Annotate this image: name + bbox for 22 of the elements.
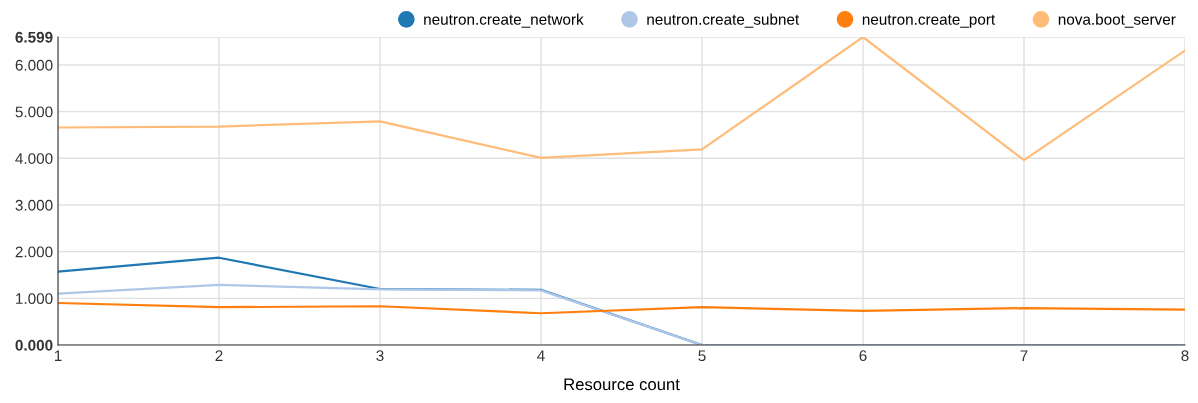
y-tick-label: 6.000: [15, 59, 53, 71]
x-tick-label: 1: [54, 350, 62, 361]
line-series: [58, 301, 1185, 315]
x-tick-label: 4: [537, 350, 545, 361]
x-tick-label: 6: [859, 350, 867, 362]
legend-label: neutron.create_port: [862, 14, 996, 28]
x-tick-label: 5: [698, 350, 706, 362]
legend-label: neutron.create_subnet: [647, 13, 800, 28]
x-tick-label: 2: [215, 350, 223, 361]
legend-label: nova.boot_server: [1058, 13, 1176, 28]
x-tick-label: 8: [1181, 350, 1189, 362]
x-axis-title: Resource count: [564, 378, 680, 391]
y-tick-label: 0.000: [15, 339, 53, 351]
y-tick-label: 2.000: [15, 246, 53, 258]
x-tick-label: 3: [376, 350, 384, 362]
y-tick-label: 6.599: [15, 31, 53, 43]
y-tick-label: 5.000: [15, 106, 53, 118]
y-tick-label: 1.000: [16, 293, 53, 305]
x-tick-label: 7: [1020, 350, 1028, 361]
y-tick-label: 3.000: [15, 199, 53, 211]
legend-label: neutron.create_network: [424, 13, 584, 28]
y-tick-label: 4.000: [15, 153, 53, 164]
